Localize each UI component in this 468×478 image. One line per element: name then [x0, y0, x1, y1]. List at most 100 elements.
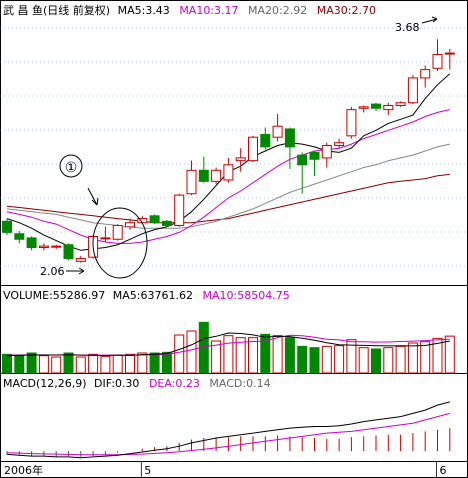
- volume-bar: [272, 335, 283, 374]
- volume-bar: [75, 356, 86, 374]
- volume-bar: [186, 330, 197, 374]
- candle-up: [211, 169, 222, 182]
- candle-up: [346, 109, 357, 137]
- ma20-line: [6, 143, 450, 229]
- x-axis-label: 5: [144, 464, 151, 477]
- candle-up: [321, 144, 332, 159]
- high-price-label: 3.68: [395, 21, 420, 34]
- candle-down: [161, 220, 172, 226]
- candle-up: [334, 142, 345, 146]
- candle-up: [235, 157, 246, 162]
- volume-bar: [161, 351, 172, 374]
- dif-label: DIF:0.30: [94, 377, 139, 390]
- candle-down: [198, 169, 209, 182]
- volume-bar: [309, 347, 320, 374]
- volume-bar: [211, 340, 222, 374]
- volume-panel: [2, 321, 455, 374]
- candle-up: [38, 245, 49, 249]
- x-axis: 2006年 5 6: [4, 462, 447, 478]
- candle-down: [2, 220, 12, 233]
- volume-bar: [63, 352, 74, 374]
- highlight-ellipse: [92, 207, 148, 279]
- volume-bar: [223, 335, 234, 374]
- low-price-label: 2.06: [40, 265, 65, 278]
- candle-up: [383, 104, 394, 111]
- volume-bar: [149, 352, 160, 374]
- volume-bar: [125, 353, 135, 374]
- volume-bar: [100, 355, 111, 374]
- volume-bar: [444, 335, 455, 374]
- candle-up: [432, 53, 443, 69]
- candle-up: [358, 106, 369, 109]
- volume-bar: [174, 334, 185, 374]
- volume-ma5-line: [6, 332, 450, 357]
- dea-label: DEA:0.23: [149, 377, 200, 390]
- candle-up: [100, 237, 111, 240]
- volume-bar: [346, 339, 357, 374]
- candle-down: [14, 233, 25, 240]
- pointer-arrow: [87, 187, 98, 206]
- candle-down: [26, 237, 37, 249]
- candle-up: [137, 218, 148, 224]
- circled-number-text: ①: [65, 160, 78, 176]
- candle-up: [112, 224, 123, 240]
- candle-up: [395, 102, 406, 106]
- x-axis-label: 6: [440, 464, 447, 477]
- candle-up: [174, 194, 185, 226]
- volume-bar: [383, 347, 394, 374]
- volume-bar: [284, 337, 295, 374]
- candle-down: [371, 103, 381, 109]
- candle-up: [75, 258, 86, 262]
- volume-bar: [260, 333, 271, 374]
- candle-up: [420, 69, 431, 79]
- volume-bar: [371, 348, 381, 374]
- svg-text:VOLUME:55286.97 MA5:63761.: VOLUME:55286.97 MA5:63761.62 MA10:58504.…: [3, 289, 290, 302]
- volume-bar: [26, 352, 37, 374]
- pointer-arrow-head: [91, 197, 99, 206]
- ma30-line: [6, 173, 450, 224]
- stock-name: 武 昌 鱼: [3, 3, 43, 17]
- volume-bar: [358, 347, 369, 374]
- candle-up: [125, 222, 135, 228]
- volume-bar: [432, 337, 443, 374]
- ma20-label: MA20:2.92: [248, 4, 307, 17]
- low-price-arrow: [66, 267, 85, 275]
- ma10-label: MA10:3.17: [179, 4, 238, 17]
- volume-bar: [235, 337, 246, 374]
- svg-text:MACD(12,26,9) DIF:0.30: MACD(12,26,9) DIF:0.30 DEA:0.23 MACD:0.1…: [3, 377, 271, 390]
- volume-bar: [2, 353, 12, 374]
- candle-down: [297, 154, 308, 166]
- ma10-line: [6, 109, 450, 244]
- volume-ma5-label: MA5:63761.62: [113, 289, 193, 302]
- candle-down: [260, 133, 271, 148]
- volume-bar: [334, 345, 345, 374]
- volume-bar: [407, 342, 418, 374]
- candle-up: [223, 164, 234, 181]
- candle-up: [51, 245, 62, 248]
- volume-bar: [137, 352, 148, 374]
- volume-bar: [14, 354, 25, 374]
- svg-text:武 昌 鱼(日线 前复权) MA5:3.43: 武 昌 鱼(日线 前复权) MA5:3.43 MA10:3.17 MA20:2.…: [3, 3, 376, 17]
- volume-bar: [420, 341, 431, 374]
- candle-down: [309, 151, 320, 160]
- volume-bar: [112, 354, 123, 374]
- volume-bar: [38, 355, 49, 374]
- volume-label: VOLUME:55286.97: [3, 289, 105, 302]
- volume-ma10-label: MA10:58504.75: [202, 289, 289, 302]
- macd-params-label: MACD(12,26,9): [3, 377, 87, 390]
- period-label: (日线 前复权): [43, 3, 110, 17]
- candle-up: [407, 77, 418, 104]
- candle-down: [63, 244, 74, 260]
- price-panel: [2, 39, 455, 263]
- macd-value-label: MACD:0.14: [209, 377, 270, 390]
- ma5-label: MA5:3.43: [118, 4, 170, 17]
- dif-line: [6, 401, 450, 459]
- volume-bar: [395, 345, 406, 374]
- candle-up: [272, 125, 283, 138]
- x-axis-label: 2006年: [4, 463, 43, 477]
- candle-up: [248, 136, 258, 162]
- circled-number-marker: [59, 154, 83, 178]
